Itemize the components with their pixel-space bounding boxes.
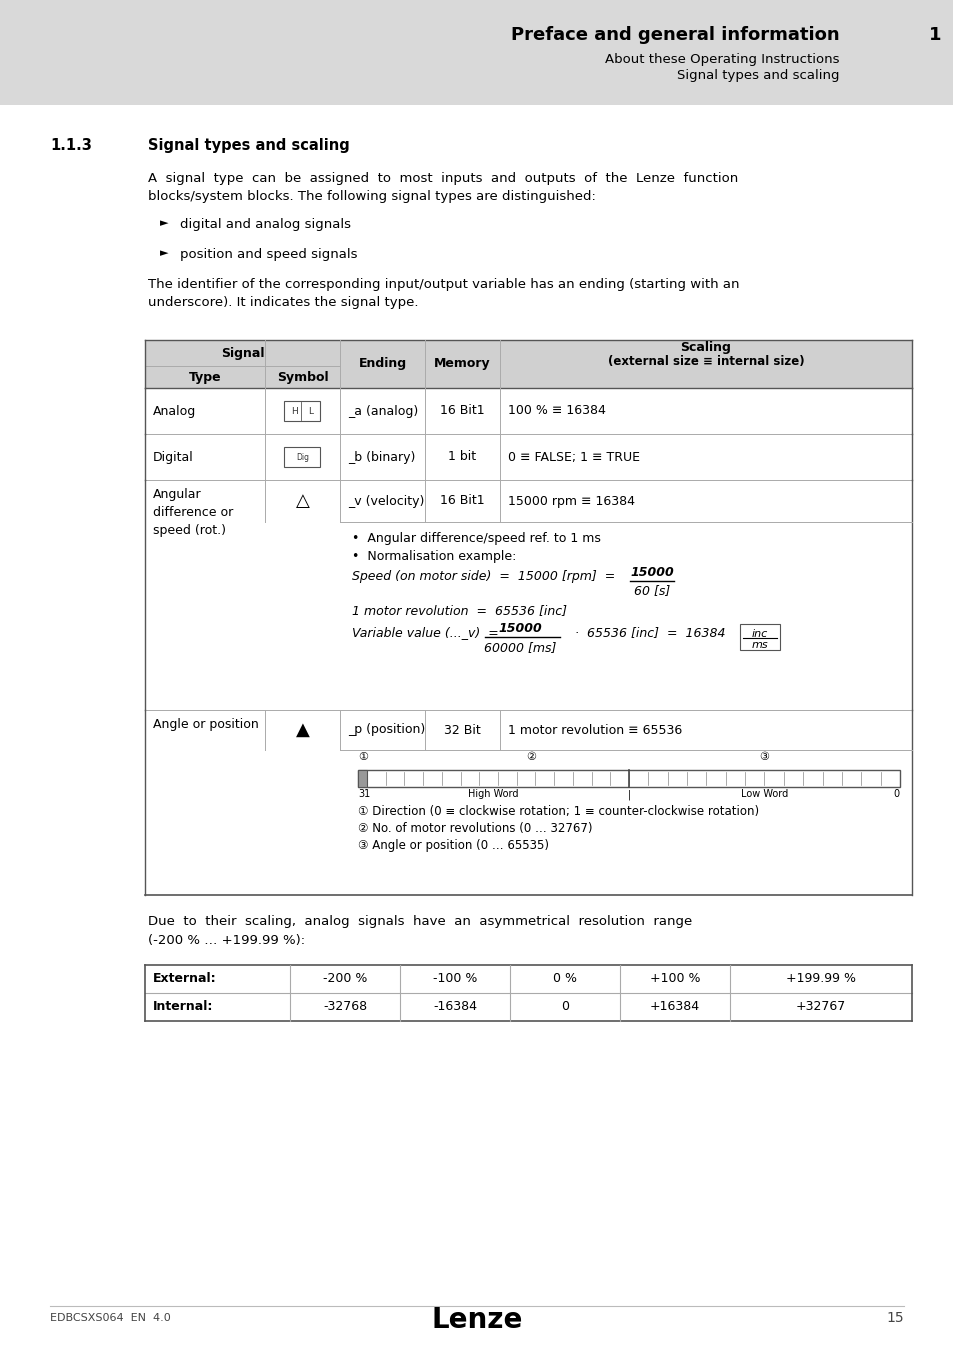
Text: position and speed signals: position and speed signals <box>180 248 357 261</box>
Text: Preface and general information: Preface and general information <box>511 26 840 45</box>
Text: (external size ≡ internal size): (external size ≡ internal size) <box>607 355 803 369</box>
Text: +32767: +32767 <box>795 1000 845 1014</box>
Text: ② No. of motor revolutions (0 … 32767): ② No. of motor revolutions (0 … 32767) <box>357 822 592 836</box>
Bar <box>284 447 320 467</box>
Text: Signal types and scaling: Signal types and scaling <box>677 69 840 82</box>
Text: _a (analog): _a (analog) <box>348 405 417 417</box>
Text: •  Angular difference/speed ref. to 1 ms: • Angular difference/speed ref. to 1 ms <box>352 532 600 545</box>
Text: •  Normalisation example:: • Normalisation example: <box>352 549 516 563</box>
Text: Ending: Ending <box>358 358 406 370</box>
Text: High Word: High Word <box>468 788 518 799</box>
Text: Low Word: Low Word <box>740 788 787 799</box>
Text: Speed (on motor side)  =  15000 [rpm]  =: Speed (on motor side) = 15000 [rpm] = <box>352 570 615 583</box>
Text: Due  to  their  scaling,  analog  signals  have  an  asymmetrical  resolution  r: Due to their scaling, analog signals hav… <box>148 915 692 927</box>
Text: -16384: -16384 <box>433 1000 476 1014</box>
Bar <box>284 401 320 421</box>
Text: Lenze: Lenze <box>431 1305 522 1334</box>
Bar <box>0 0 953 105</box>
Text: +199.99 %: +199.99 % <box>785 972 855 986</box>
Text: +16384: +16384 <box>649 1000 700 1014</box>
Text: |: | <box>627 788 630 799</box>
Text: blocks/system blocks. The following signal types are distinguished:: blocks/system blocks. The following sign… <box>148 190 596 202</box>
Text: ▲: ▲ <box>295 721 309 738</box>
Text: About these Operating Instructions: About these Operating Instructions <box>605 54 840 66</box>
Text: 1: 1 <box>928 26 941 45</box>
Text: 1 motor revolution  =  65536 [inc]: 1 motor revolution = 65536 [inc] <box>352 603 566 617</box>
Text: +100 %: +100 % <box>649 972 700 986</box>
Text: 60 [s]: 60 [s] <box>633 585 669 598</box>
Text: 1.1.3: 1.1.3 <box>50 138 91 153</box>
Text: The identifier of the corresponding input/output variable has an ending (startin: The identifier of the corresponding inpu… <box>148 278 739 292</box>
Text: Angular
difference or
speed (rot.): Angular difference or speed (rot.) <box>152 487 233 537</box>
Text: H: H <box>291 406 297 416</box>
Text: 16 Bit1: 16 Bit1 <box>439 405 484 417</box>
Text: -200 %: -200 % <box>322 972 367 986</box>
Text: -100 %: -100 % <box>433 972 476 986</box>
Bar <box>145 340 911 387</box>
Text: underscore). It indicates the signal type.: underscore). It indicates the signal typ… <box>148 296 418 309</box>
Text: ②: ② <box>526 752 536 761</box>
Text: (-200 % … +199.99 %):: (-200 % … +199.99 %): <box>148 934 305 946</box>
Text: ►: ► <box>160 217 169 228</box>
Text: 1 bit: 1 bit <box>448 451 476 463</box>
Text: 15000 rpm ≡ 16384: 15000 rpm ≡ 16384 <box>507 494 635 508</box>
Text: ►: ► <box>160 248 169 258</box>
Text: Internal:: Internal: <box>152 1000 213 1014</box>
Text: _p (position): _p (position) <box>348 724 425 737</box>
Text: 32 Bit: 32 Bit <box>444 724 480 737</box>
Text: 0 %: 0 % <box>553 972 577 986</box>
Text: External:: External: <box>152 972 216 986</box>
Text: L: L <box>308 406 313 416</box>
Text: 31: 31 <box>357 788 370 799</box>
Text: _v (velocity): _v (velocity) <box>348 494 424 508</box>
Text: ·  65536 [inc]  =  16384: · 65536 [inc] = 16384 <box>575 626 724 639</box>
Text: inc: inc <box>751 629 767 639</box>
Text: _b (binary): _b (binary) <box>348 451 415 463</box>
Text: Dig: Dig <box>295 452 309 462</box>
Text: Signal: Signal <box>220 347 264 359</box>
Text: 100 % ≡ 16384: 100 % ≡ 16384 <box>507 405 605 417</box>
Text: 15000: 15000 <box>497 622 541 636</box>
Text: Scaling: Scaling <box>679 342 731 355</box>
Text: Type: Type <box>189 370 221 383</box>
Text: Symbol: Symbol <box>276 370 328 383</box>
Text: 16 Bit1: 16 Bit1 <box>439 494 484 508</box>
Text: Signal types and scaling: Signal types and scaling <box>148 138 350 153</box>
Bar <box>740 624 780 649</box>
Text: 15: 15 <box>885 1311 903 1324</box>
Text: A  signal  type  can  be  assigned  to  most  inputs  and  outputs  of  the  Len: A signal type can be assigned to most in… <box>148 171 738 185</box>
Text: ③: ③ <box>759 752 769 761</box>
Text: 15000: 15000 <box>630 567 673 579</box>
Text: ms: ms <box>751 640 767 649</box>
Text: Analog: Analog <box>152 405 196 417</box>
Text: ③ Angle or position (0 … 65535): ③ Angle or position (0 … 65535) <box>357 838 548 852</box>
Bar <box>357 769 367 787</box>
Text: 0: 0 <box>893 788 899 799</box>
Text: ① Direction (0 ≡ clockwise rotation; 1 ≡ counter-clockwise rotation): ① Direction (0 ≡ clockwise rotation; 1 ≡… <box>357 805 759 818</box>
Text: Variable value (..._v)  =: Variable value (..._v) = <box>352 626 498 639</box>
Text: -32768: -32768 <box>323 1000 367 1014</box>
Text: Digital: Digital <box>152 451 193 463</box>
Text: digital and analog signals: digital and analog signals <box>180 217 351 231</box>
Text: Angle or position: Angle or position <box>152 718 258 730</box>
Text: 0: 0 <box>560 1000 568 1014</box>
Text: 0 ≡ FALSE; 1 ≡ TRUE: 0 ≡ FALSE; 1 ≡ TRUE <box>507 451 639 463</box>
Text: △: △ <box>295 491 309 510</box>
Text: Memory: Memory <box>434 358 490 370</box>
Text: EDBCSXS064  EN  4.0: EDBCSXS064 EN 4.0 <box>50 1314 171 1323</box>
Text: 1 motor revolution ≡ 65536: 1 motor revolution ≡ 65536 <box>507 724 681 737</box>
Text: ①: ① <box>357 752 368 761</box>
Bar <box>357 769 899 787</box>
Text: 60000 [ms]: 60000 [ms] <box>483 641 556 655</box>
